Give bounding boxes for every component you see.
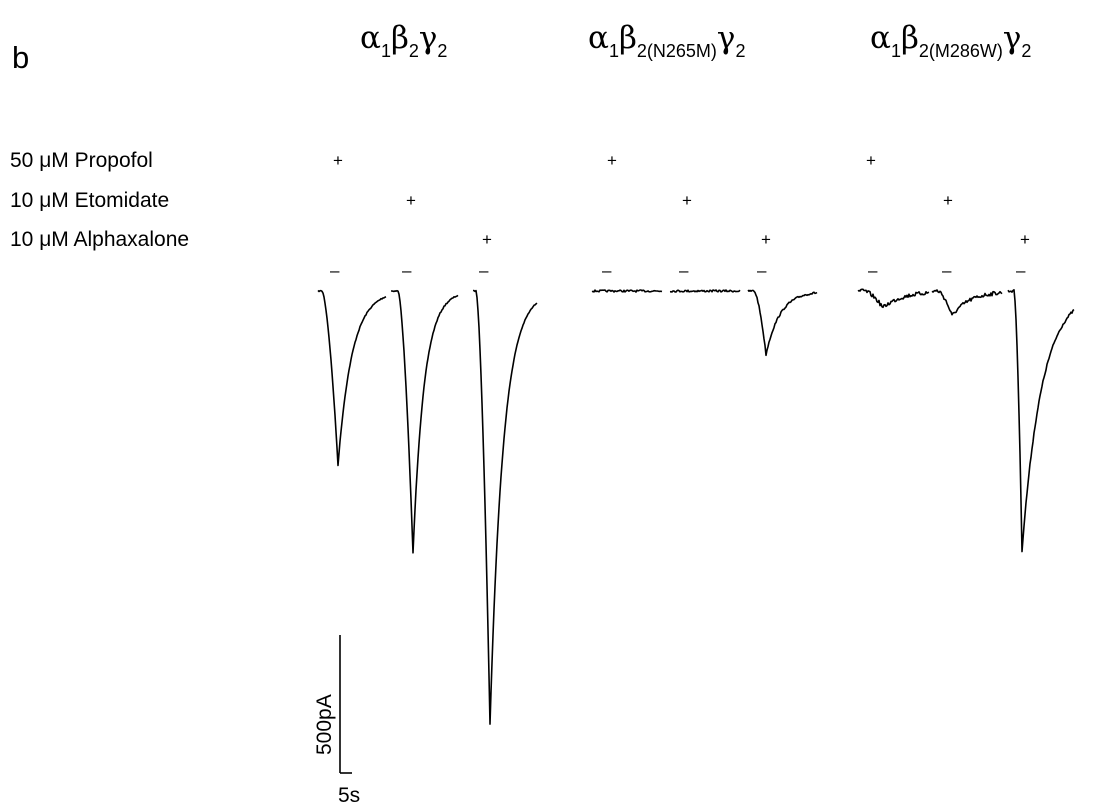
construct-title-m286w: α1β2(M286W)γ2	[870, 20, 1031, 61]
marker-n265m-propofol: +	[607, 151, 617, 170]
marker-wt-alphaxalone: +	[482, 230, 492, 249]
trace-m286w-etomidate	[931, 289, 1003, 316]
trace-n265m-alphaxalone	[747, 289, 818, 357]
application-markers: + + + + + + + + +	[333, 151, 1030, 249]
trace-wt-propofol	[317, 289, 387, 467]
scale-bar-time-label: 5s	[338, 784, 360, 806]
scale-bar-current-label: 500pA	[313, 694, 336, 755]
marker-n265m-alphaxalone: +	[761, 230, 771, 249]
marker-m286w-alphaxalone: +	[1020, 230, 1030, 249]
bar-n265m-propofol: –	[602, 261, 612, 280]
marker-wt-etomidate: +	[406, 191, 416, 210]
drug-label-propofol: 50 μM Propofol	[10, 149, 153, 172]
bar-m286w-alphaxalone: –	[1016, 261, 1026, 280]
marker-n265m-etomidate: +	[682, 191, 692, 210]
trace-m286w-propofol	[857, 288, 930, 309]
construct-title-wildtype: α1β2γ2	[360, 20, 447, 61]
bar-m286w-etomidate: –	[942, 261, 952, 280]
application-bars: – – – – – – – – –	[330, 261, 1026, 280]
bar-m286w-propofol: –	[868, 261, 878, 280]
current-traces	[317, 288, 1075, 725]
scale-bar: 500pA 5s	[313, 635, 360, 806]
construct-title-n265m: α1β2(N265M)γ2	[588, 20, 745, 61]
trace-m286w-alphaxalone	[1007, 289, 1075, 553]
drug-label-etomidate: 10 μM Etomidate	[10, 189, 169, 212]
bar-n265m-alphaxalone: –	[757, 261, 767, 280]
trace-wt-etomidate	[391, 289, 459, 554]
trace-n265m-etomidate	[669, 289, 741, 293]
marker-m286w-etomidate: +	[943, 191, 953, 210]
trace-n265m-propofol	[591, 289, 663, 293]
marker-m286w-propofol: +	[866, 151, 876, 170]
trace-wt-alphaxalone	[472, 289, 538, 725]
panel-label: b	[12, 40, 29, 75]
bar-wt-propofol: –	[330, 261, 340, 280]
bar-wt-alphaxalone: –	[479, 261, 489, 280]
drug-label-alphaxalone: 10 μM Alphaxalone	[10, 228, 189, 251]
bar-n265m-etomidate: –	[679, 261, 689, 280]
bar-wt-etomidate: –	[402, 261, 412, 280]
marker-wt-propofol: +	[333, 151, 343, 170]
